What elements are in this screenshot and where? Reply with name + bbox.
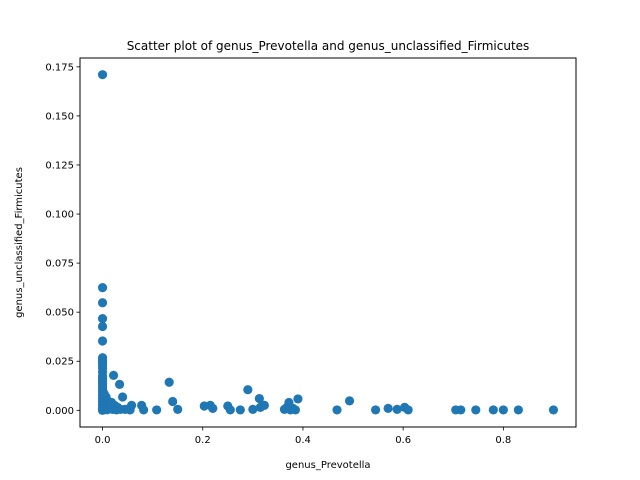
data-point-0 bbox=[97, 70, 108, 80]
data-point-63 bbox=[235, 405, 245, 415]
data-point-79 bbox=[383, 403, 393, 413]
data-point-51 bbox=[127, 400, 137, 411]
y-tick-label: 0.100 bbox=[45, 210, 74, 221]
data-point-74 bbox=[290, 405, 301, 415]
data-point-65 bbox=[248, 404, 258, 414]
points-layer bbox=[97, 70, 559, 415]
data-point-82 bbox=[403, 405, 413, 415]
y-tick-label: 0.150 bbox=[45, 111, 74, 122]
data-point-66 bbox=[254, 393, 264, 404]
plot-area-frame bbox=[79, 57, 577, 428]
x-tick-label: 0.2 bbox=[195, 435, 211, 446]
data-point-64 bbox=[243, 385, 253, 395]
y-tick-label: 0.075 bbox=[45, 259, 74, 270]
y-tick-label: 0.175 bbox=[45, 62, 74, 73]
data-point-60 bbox=[208, 403, 218, 413]
x-axis-label: genus_Prevotella bbox=[285, 460, 370, 471]
data-point-80 bbox=[392, 404, 402, 414]
x-tick-label: 0.4 bbox=[295, 435, 311, 446]
data-point-87 bbox=[498, 405, 508, 415]
x-tick-label: 0.0 bbox=[95, 435, 111, 446]
x-tick-label: 0.8 bbox=[495, 435, 511, 446]
data-point-2 bbox=[97, 298, 108, 308]
data-point-41 bbox=[108, 370, 119, 380]
data-point-62 bbox=[225, 405, 235, 415]
data-point-48 bbox=[117, 392, 128, 402]
data-point-68 bbox=[259, 400, 269, 411]
data-point-85 bbox=[471, 405, 481, 415]
data-point-75 bbox=[293, 394, 303, 404]
y-tick-label: 0.050 bbox=[45, 308, 74, 319]
data-point-3 bbox=[97, 314, 108, 324]
data-point-4 bbox=[97, 321, 108, 332]
data-point-86 bbox=[488, 405, 498, 415]
data-point-77 bbox=[344, 396, 355, 406]
data-point-55 bbox=[164, 377, 174, 387]
data-point-84 bbox=[456, 405, 466, 415]
chart-title: Scatter plot of genus_Prevotella and gen… bbox=[127, 39, 530, 53]
data-point-76 bbox=[332, 405, 342, 415]
ticks-layer: 0.0 0.2 0.4 0.6 0.8 0.000 0.025 0.050 0.075 0.100… bbox=[45, 62, 511, 446]
data-point-89 bbox=[548, 405, 559, 415]
x-tick-label: 0.6 bbox=[395, 435, 411, 446]
data-point-78 bbox=[371, 405, 381, 415]
data-point-5 bbox=[97, 336, 108, 346]
y-tick-label: 0.025 bbox=[45, 357, 74, 368]
y-axis-label: genus_unclassified_Firmicutes bbox=[14, 167, 25, 318]
data-point-88 bbox=[513, 405, 523, 415]
data-point-46 bbox=[114, 379, 125, 390]
y-tick-label: 0.125 bbox=[45, 160, 74, 171]
data-point-56 bbox=[168, 396, 178, 407]
data-point-57 bbox=[173, 404, 183, 414]
data-point-53 bbox=[139, 405, 149, 415]
data-point-54 bbox=[152, 405, 162, 415]
data-point-1 bbox=[97, 283, 108, 293]
y-tick-label: 0.000 bbox=[45, 406, 74, 417]
